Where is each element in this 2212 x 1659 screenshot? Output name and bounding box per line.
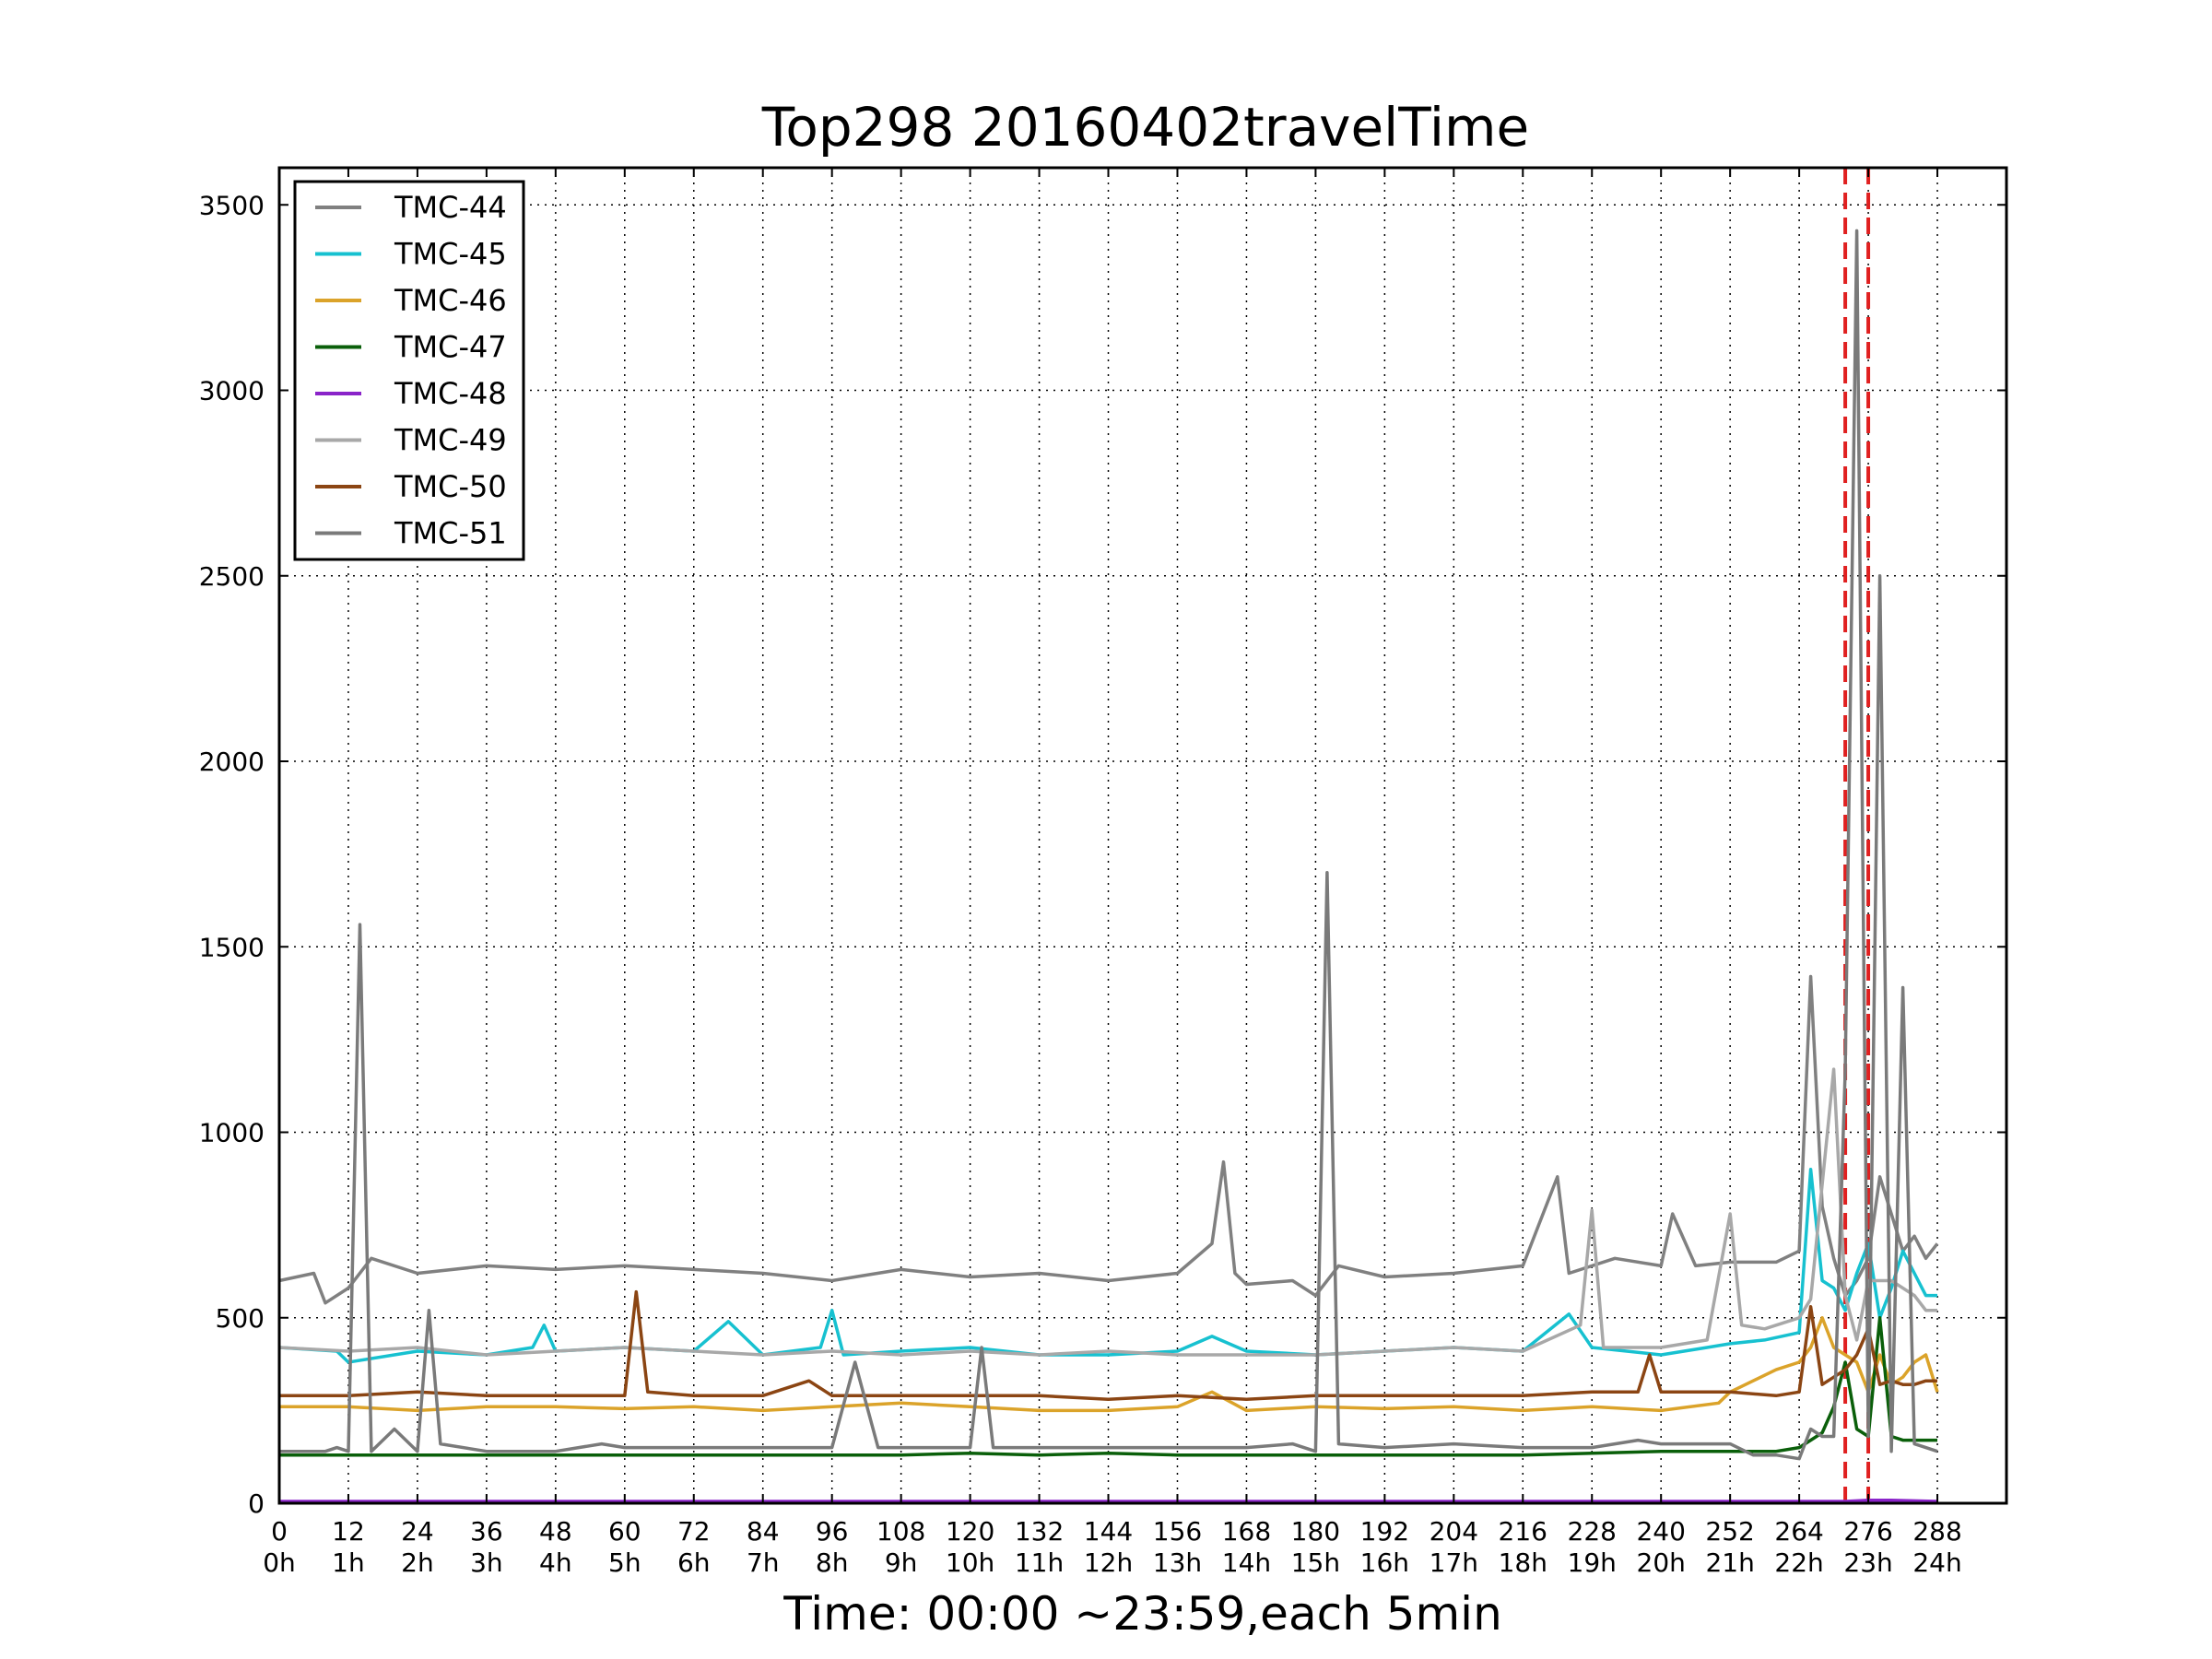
y-tick-label: 3500 xyxy=(199,190,265,220)
legend-label: TMC-46 xyxy=(394,283,507,318)
chart-title: Top298 20160402travelTime xyxy=(761,96,1529,159)
x-tick-label: 252 xyxy=(1705,1516,1754,1547)
x-tick-label: 276 xyxy=(1843,1516,1892,1547)
x-tick-hour-label: 15h xyxy=(1291,1547,1340,1578)
x-tick-hour-label: 7h xyxy=(747,1547,780,1578)
legend-label: TMC-48 xyxy=(394,376,507,411)
x-tick-label: 144 xyxy=(1084,1516,1133,1547)
x-tick-hour-label: 2h xyxy=(401,1547,434,1578)
x-tick-hour-label: 3h xyxy=(470,1547,503,1578)
x-tick-label: 288 xyxy=(1912,1516,1961,1547)
x-tick-hour-label: 0h xyxy=(263,1547,296,1578)
x-tick-label: 156 xyxy=(1153,1516,1202,1547)
y-tick-label: 2500 xyxy=(199,561,265,592)
x-tick-hour-label: 1h xyxy=(332,1547,365,1578)
legend-label: TMC-51 xyxy=(394,516,507,551)
x-tick-hour-label: 11h xyxy=(1015,1547,1064,1578)
x-tick-label: 204 xyxy=(1430,1516,1478,1547)
series-line-tmc-50 xyxy=(279,1289,1937,1402)
x-tick-hour-label: 22h xyxy=(1774,1547,1823,1578)
series-line-tmc-51 xyxy=(279,229,1938,1461)
x-tick-label: 216 xyxy=(1499,1516,1547,1547)
legend-box xyxy=(293,180,525,561)
x-tick-hour-label: 14h xyxy=(1222,1547,1271,1578)
grid xyxy=(279,168,2006,1503)
x-tick-hour-label: 12h xyxy=(1084,1547,1133,1578)
x-tick-hour-label: 4h xyxy=(539,1547,572,1578)
x-tick-label: 72 xyxy=(677,1516,711,1547)
legend-label: TMC-44 xyxy=(394,190,507,225)
series-line-tmc-44 xyxy=(278,974,1939,1305)
x-tick-hour-label: 21h xyxy=(1705,1547,1754,1578)
plot-frame xyxy=(277,166,2008,1505)
x-tick-hour-label: 19h xyxy=(1568,1547,1617,1578)
x-tick-hour-label: 8h xyxy=(816,1547,849,1578)
x-tick-label: 108 xyxy=(877,1516,925,1547)
y-tick-label: 0 xyxy=(248,1488,265,1519)
legend-label: TMC-45 xyxy=(394,237,507,272)
x-tick-label: 36 xyxy=(470,1516,503,1547)
series-lines xyxy=(278,229,1939,1503)
series-line-tmc-49 xyxy=(278,1067,1937,1357)
x-tick-hour-label: 13h xyxy=(1153,1547,1202,1578)
x-tick-label: 96 xyxy=(816,1516,849,1547)
x-tick-label: 132 xyxy=(1015,1516,1064,1547)
y-tick-label: 1500 xyxy=(199,932,265,962)
x-tick-hour-label: 24h xyxy=(1912,1547,1961,1578)
x-tick-hour-label: 20h xyxy=(1637,1547,1686,1578)
y-tick-label: 1000 xyxy=(199,1118,265,1148)
x-tick-label: 180 xyxy=(1291,1516,1340,1547)
legend-label: TMC-49 xyxy=(394,423,507,458)
x-axis-label: Time: 00:00 ~23:59,each 5min xyxy=(782,1587,1502,1641)
x-tick-hour-label: 16h xyxy=(1360,1547,1409,1578)
y-tick-label: 500 xyxy=(216,1303,265,1334)
legend: TMC-44 TMC-45 TMC-46 TMC-47 TMC-48 TMC-49 TMC-… xyxy=(293,180,525,561)
x-tick-hour-label: 18h xyxy=(1499,1547,1547,1578)
x-tick-hour-label: 10h xyxy=(946,1547,994,1578)
x-tick-label: 240 xyxy=(1636,1516,1685,1547)
x-tick-hour-label: 23h xyxy=(1843,1547,1892,1578)
x-tick-hour-label: 9h xyxy=(885,1547,918,1578)
x-tick-label: 84 xyxy=(747,1516,780,1547)
legend-label: TMC-50 xyxy=(394,469,507,504)
y-axis: 0 500 1000 1500 2000 2500 3000 3500 xyxy=(199,190,2006,1519)
x-tick-label: 48 xyxy=(539,1516,572,1547)
x-tick-label: 168 xyxy=(1222,1516,1271,1547)
series-line-tmc-47 xyxy=(279,1316,1937,1457)
x-tick-label: 12 xyxy=(332,1516,365,1547)
series-line-tmc-46 xyxy=(279,1316,1939,1413)
x-tick-label: 192 xyxy=(1360,1516,1409,1547)
x-tick-hour-label: 17h xyxy=(1430,1547,1478,1578)
x-tick-label: 120 xyxy=(946,1516,994,1547)
x-tick-label: 24 xyxy=(401,1516,434,1547)
x-tick-label: 228 xyxy=(1568,1516,1617,1547)
legend-label: TMC-47 xyxy=(394,330,507,365)
x-tick-hour-label: 5h xyxy=(608,1547,641,1578)
x-tick-label: 264 xyxy=(1774,1516,1823,1547)
y-tick-label: 3000 xyxy=(199,376,265,406)
y-tick-label: 2000 xyxy=(199,747,265,777)
x-tick-label: 60 xyxy=(608,1516,641,1547)
x-tick-hour-label: 6h xyxy=(677,1547,711,1578)
x-tick-label: 0 xyxy=(271,1516,288,1547)
